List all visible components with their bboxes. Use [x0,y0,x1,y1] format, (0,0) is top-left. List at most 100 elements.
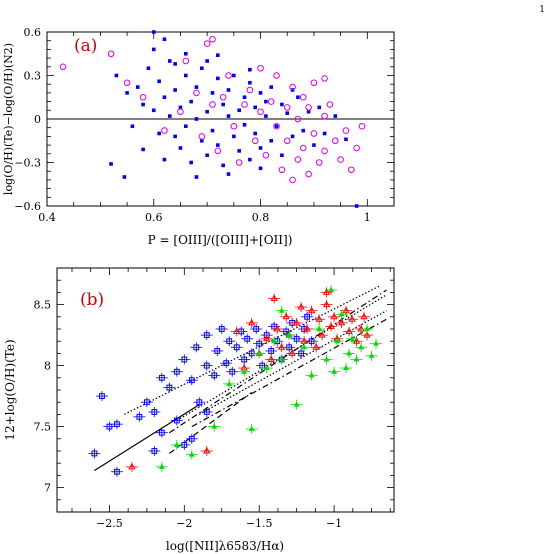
data-point [269,138,274,143]
data-point [275,305,288,316]
data-point [294,156,302,163]
data-point [123,79,131,87]
data-point [253,348,266,359]
data-point [258,166,263,171]
data-point [88,448,101,459]
page-number: 1 [539,5,545,15]
data-point [331,336,344,347]
data-point [283,104,291,111]
data-point [258,91,263,95]
data-point [295,302,308,313]
data-point [310,342,323,353]
data-point [216,76,220,81]
x-tick-label: −2.5 [96,517,123,530]
data-point [242,95,247,100]
data-point [269,85,274,89]
data-point [214,147,222,155]
data-point [275,354,288,365]
data-point [299,93,307,101]
panel-a-ylabel: log(O/H)(Te)−log(O/H)(N2) [2,43,15,195]
data-point [280,311,293,322]
data-point [189,99,193,104]
data-point [301,324,314,334]
data-point [200,138,204,143]
data-point [230,326,243,337]
y-tick-label: 7.5 [34,421,52,434]
data-point [289,83,296,91]
panel-b-label: (b) [80,290,104,310]
data-point [285,111,290,115]
data-point [141,147,145,152]
data-point [151,47,156,52]
data-point [241,101,248,108]
data-point [103,421,116,432]
data-point [248,157,252,162]
data-point [358,311,371,322]
data-point [189,160,193,165]
data-point [301,311,314,322]
data-point [167,114,172,118]
data-point [310,130,318,137]
data-point [162,37,167,42]
data-point [194,175,199,179]
data-point [260,363,273,374]
data-point [321,75,328,82]
panel-b-xlabel: log([NII]λ6583/Hα) [166,539,284,553]
data-point [170,366,183,377]
data-point [299,144,307,152]
data-point [198,133,206,140]
data-point [237,108,241,113]
data-point [148,446,161,456]
data-point [184,124,188,129]
data-point [223,336,236,347]
data-point [268,321,281,332]
data-point [337,156,344,163]
data-point [210,128,215,133]
y-tick-label: 8 [44,360,51,373]
data-point [365,350,378,361]
panel-b-ticks: −2.5 −2 −1.5 −1 7 7.5 8 8.5 [34,267,394,530]
panel-b-ylabel: 12+log(O/H)(Te) [3,339,17,440]
y-tick-label: −0.3 [14,157,41,170]
data-point [139,93,147,101]
x-tick-label: −2 [176,517,192,530]
data-point [347,166,355,174]
data-point [200,66,204,71]
panel-a-label: (a) [74,36,97,56]
data-point [200,330,213,341]
data-point [237,149,241,153]
data-point [221,102,225,107]
panel-b-points [88,284,383,477]
data-point [346,333,359,344]
data-point [322,131,327,136]
data-point [305,104,312,111]
data-point [173,134,177,139]
data-point [178,354,191,365]
data-point [185,375,198,386]
data-point [335,309,348,320]
data-point [215,324,228,334]
data-point [262,151,270,159]
panel-a: 0.4 0.6 0.8 1 −0.6 −0.3 0 0.3 0.6 (a) P = [OIII]… [2,26,395,247]
data-point [290,333,303,344]
data-point [177,108,184,116]
data-point [241,333,254,344]
data-point [140,397,153,408]
data-point [200,406,213,417]
data-point [253,105,257,110]
x-tick-label: 1 [364,211,371,224]
data-point [290,317,303,328]
data-point [178,146,183,150]
data-point [268,336,281,347]
panel-a-ticks: 0.4 0.6 0.8 1 −0.6 −0.3 0 0.3 0.6 [14,26,395,224]
data-point [260,333,273,344]
data-point [182,57,190,65]
data-point [163,382,176,393]
data-point [141,102,145,107]
data-point [283,330,296,341]
data-point [275,342,288,353]
data-point [157,79,161,84]
data-point [321,112,328,120]
panel-a-points [59,30,366,208]
